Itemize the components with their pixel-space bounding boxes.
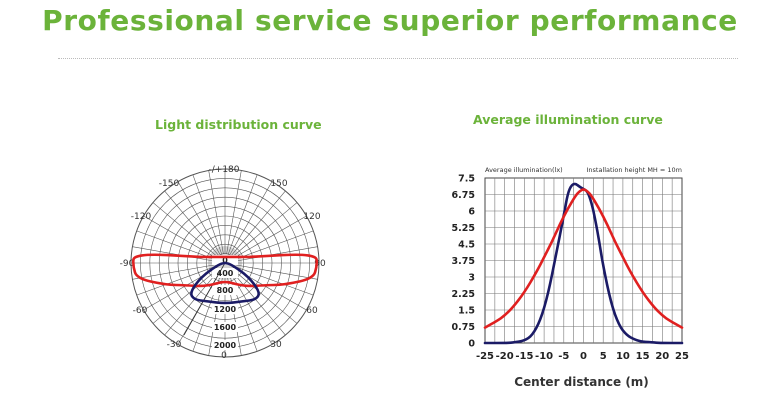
polar-radial-label: 0: [222, 256, 228, 265]
line-x-tick-label: -15: [515, 351, 533, 362]
polar-grid-spoke: [132, 246, 216, 262]
polar-series-curve: [190, 261, 260, 305]
line-x-tick-label: -20: [496, 351, 514, 362]
polar-pointer-line: [183, 262, 226, 336]
polar-angle-label: -90: [120, 259, 135, 269]
line-y-tick-label: 0.75: [452, 322, 475, 333]
polar-angle-label: -30: [167, 340, 182, 350]
polar-radial-label: 1200: [214, 305, 237, 314]
polar-angle-label: 120: [303, 212, 320, 222]
line-y-tick-label: 2.25: [452, 289, 475, 300]
polar-radial-label: 1600: [214, 323, 237, 332]
polar-radial-label-bg: [212, 255, 238, 265]
polar-grid-spoke: [132, 264, 216, 280]
polar-grid-spoke: [233, 230, 314, 261]
polar-radial-label-bg: [212, 322, 238, 332]
polar-radial-label: 2000: [214, 341, 237, 350]
line-y-tick-label: 5.25: [452, 223, 475, 234]
line-series-curve: [483, 182, 684, 345]
polar-radial-label: 800: [217, 286, 234, 295]
line-chart-title: Average illumination curve: [473, 112, 663, 127]
polar-series-curve: [132, 253, 318, 288]
page-headline: Professional service superior performanc…: [42, 4, 738, 37]
line-series-curve: [483, 188, 684, 329]
polar-angle-label: 90: [314, 259, 326, 269]
line-y-tick-label: 0: [468, 339, 475, 350]
line-x-tick-label: 15: [636, 351, 650, 362]
line-y-tick-label: 4.5: [458, 240, 475, 251]
line-x-axis-label: Center distance (m): [514, 375, 649, 389]
polar-grid-spoke: [152, 268, 218, 324]
polar-grid-spoke: [230, 190, 286, 256]
line-annotation-height: Installation height MH = 10m: [586, 166, 682, 174]
line-y-tick-label: 3: [468, 273, 475, 284]
polar-radial-label-bg: [212, 340, 238, 350]
polar-grid-spoke: [227, 174, 258, 255]
polar-grid-spoke: [232, 202, 298, 258]
line-x-tick-label: 0: [580, 351, 587, 362]
line-x-tick-label: -5: [558, 351, 569, 362]
polar-grid-spoke: [208, 170, 224, 254]
line-y-tick-label: 6: [468, 207, 475, 218]
polar-grid-spoke: [136, 230, 217, 261]
polar-grid-spoke: [152, 202, 218, 258]
polar-grid-spoke: [143, 215, 218, 259]
polar-grid-spoke: [234, 264, 318, 280]
polar-radial-label-bg: [212, 285, 238, 295]
line-y-tick-label: 3.75: [452, 256, 475, 267]
polar-grid-spoke: [192, 174, 223, 255]
line-x-tick-label: 20: [655, 351, 669, 362]
line-y-tick-label: 6.75: [452, 190, 475, 201]
polar-chart-title: Light distribution curve: [155, 117, 322, 132]
polar-grid-spoke: [232, 268, 298, 324]
polar-grid-spoke: [164, 190, 220, 256]
line-x-tick-label: -25: [476, 351, 494, 362]
polar-angle-label: -/+180: [209, 165, 240, 175]
dotted-separator: [58, 58, 738, 59]
polar-grid-spoke: [230, 270, 286, 336]
polar-angle-label: -60: [133, 306, 148, 316]
polar-grid-spoke: [226, 170, 242, 254]
line-y-tick-label: 1.5: [458, 306, 475, 317]
polar-radial-label: 400: [217, 269, 234, 278]
polar-grid-spoke: [229, 181, 273, 256]
polar-angle-label: 0: [221, 351, 227, 361]
polar-grid-spoke: [177, 181, 221, 256]
polar-angle-label: 60: [306, 306, 318, 316]
polar-grid-spoke: [232, 215, 307, 259]
line-annotation-ylabel: Average illumination(lx): [485, 166, 563, 174]
line-x-tick-label: 10: [616, 351, 630, 362]
polar-angle-label: -120: [131, 212, 152, 222]
polar-grid-spoke: [234, 246, 318, 262]
line-x-tick-label: -10: [535, 351, 553, 362]
line-y-tick-label: 7.5: [458, 174, 475, 185]
line-x-tick-label: 25: [675, 351, 689, 362]
line-x-tick-label: 5: [600, 351, 607, 362]
polar-radial-label-bg: [212, 268, 238, 278]
polar-angle-label: 150: [270, 179, 287, 189]
polar-radial-label-bg: [212, 304, 238, 314]
polar-angle-label: -150: [159, 179, 180, 189]
polar-grid-spoke: [164, 270, 220, 336]
polar-grid-spoke: [136, 265, 217, 296]
polar-grid-spoke: [233, 265, 314, 296]
polar-angle-label: 30: [270, 340, 282, 350]
